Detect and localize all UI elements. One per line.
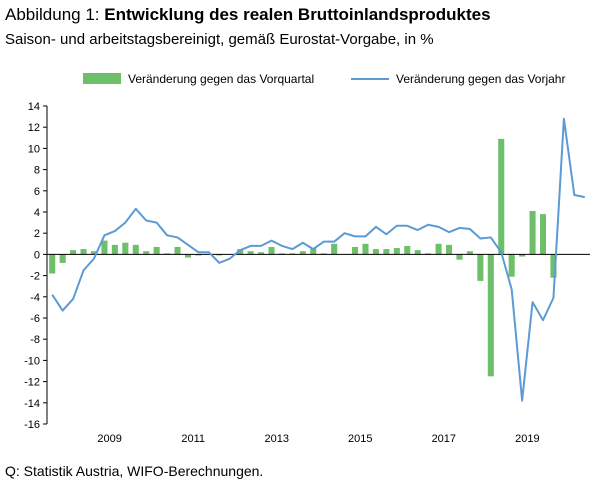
bar <box>487 254 494 377</box>
bar <box>383 249 390 255</box>
bar <box>446 244 453 255</box>
bar <box>278 253 285 255</box>
y-tick-label: -14 <box>24 398 40 410</box>
bar <box>153 246 160 255</box>
y-tick-label: 0 <box>34 249 40 261</box>
y-tick-label: 12 <box>28 122 40 134</box>
bar <box>90 251 98 255</box>
y-tick-label: -2 <box>30 271 40 283</box>
bar <box>143 251 150 255</box>
bar <box>425 253 432 255</box>
y-tick-label: 6 <box>34 186 40 198</box>
y-tick-label: -8 <box>30 334 40 346</box>
x-axis: 2009201120132015201720192021 <box>97 433 539 445</box>
legend: Veränderung gegen das Vorquartal Verände… <box>83 72 565 86</box>
bar <box>299 251 306 255</box>
x-tick-label: 2013 <box>264 433 288 445</box>
y-tick-label: 4 <box>34 207 40 219</box>
y-tick-label: -6 <box>30 313 40 325</box>
y-tick-label: 8 <box>34 165 40 177</box>
chart-title: Abbildung 1: Entwicklung des realen Brut… <box>5 5 491 25</box>
bar <box>268 246 275 255</box>
bar <box>362 243 369 255</box>
y-tick-label: -10 <box>24 355 40 367</box>
y-tick-label: 10 <box>28 143 40 155</box>
source-note: Q: Statistik Austria, WIFO-Berechnungen. <box>5 463 264 479</box>
legend-bar-label: Veränderung gegen das Vorquartal <box>128 72 314 86</box>
bar <box>393 248 400 255</box>
bar <box>70 250 77 255</box>
title-prefix: Abbildung 1: <box>5 5 105 24</box>
bar <box>216 254 223 256</box>
bar <box>59 254 66 263</box>
bar <box>49 254 56 274</box>
bar <box>529 210 536 255</box>
legend-line-label: Veränderung gegen das Vorjahr <box>396 72 565 86</box>
bar <box>352 246 359 255</box>
bar <box>258 252 265 255</box>
bar <box>477 254 484 281</box>
chart-subtitle: Saison- und arbeitstagsbereinigt, gemäß … <box>5 31 434 48</box>
y-tick-label: -4 <box>30 292 40 304</box>
bar <box>132 244 139 255</box>
bar <box>164 253 171 255</box>
x-tick-label: 2015 <box>348 433 372 445</box>
bar <box>466 251 473 255</box>
bar <box>184 254 191 258</box>
y-tick-label: 14 <box>28 101 40 113</box>
bar <box>101 240 108 255</box>
x-tick-label: 2017 <box>432 433 456 445</box>
bar <box>539 214 547 255</box>
bar <box>122 242 129 255</box>
bar <box>247 251 254 255</box>
y-tick-label: -12 <box>24 377 40 389</box>
bar <box>289 253 296 255</box>
title-main: Entwicklung des realen Bruttoinlandsprod… <box>104 5 491 24</box>
bar <box>310 248 317 255</box>
bar <box>550 254 557 278</box>
line-series <box>51 117 585 402</box>
bar <box>404 245 411 255</box>
x-tick-label: 2009 <box>97 433 121 445</box>
y-tick-label: -16 <box>24 419 40 431</box>
bar <box>519 254 526 257</box>
bar <box>80 249 87 255</box>
bar-series <box>49 138 557 377</box>
x-tick-label: 2011 <box>181 433 205 445</box>
bar <box>498 138 505 255</box>
bar <box>195 254 202 256</box>
bar <box>372 249 379 255</box>
bar <box>174 246 181 255</box>
bar <box>111 244 118 255</box>
bar <box>237 249 244 255</box>
bar <box>508 254 515 277</box>
y-axis: 14 12 10 8 6 4 2 0 -2 -4 -6 -8 -10 -12 -14 -16 <box>24 101 48 431</box>
y-tick-label: 2 <box>34 228 40 240</box>
bar <box>435 243 442 255</box>
bar <box>320 253 327 255</box>
bar <box>331 243 338 255</box>
x-tick-label: 2019 <box>515 433 539 445</box>
yoy-line <box>51 117 585 402</box>
bar <box>456 254 463 260</box>
legend-bar-swatch <box>83 73 121 84</box>
bar <box>414 250 421 255</box>
